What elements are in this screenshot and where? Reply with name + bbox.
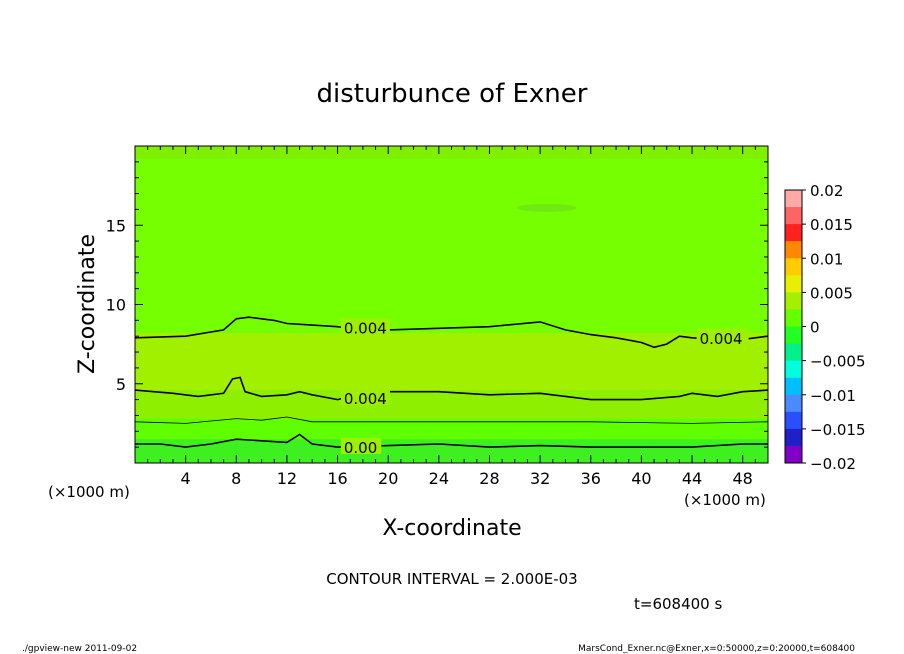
contour-label-bg	[340, 389, 390, 406]
y-axis-label: Z-coordinate	[75, 234, 100, 374]
colorbar-label: 0.02	[810, 182, 843, 200]
contour-line	[134, 416, 769, 424]
x-unit-right: (×1000 m)	[684, 491, 766, 509]
contour-label: 0.004	[344, 319, 387, 337]
contour-label-bg	[696, 328, 749, 345]
x-tick-label: 16	[327, 469, 347, 488]
colorbar-label: −0.015	[810, 421, 866, 439]
colorbar-swatch	[785, 377, 802, 396]
colorbar-swatch	[785, 258, 802, 276]
colorbar-swatch	[785, 275, 802, 293]
colorbar-swatch	[785, 360, 802, 379]
x-tick-label: 40	[631, 469, 651, 488]
field-band	[135, 439, 768, 463]
chart-title: disturbunce of Exner	[317, 79, 588, 109]
colorbar-swatch	[785, 224, 802, 242]
colorbar-label: −0.01	[810, 387, 856, 405]
contour-label: 0.004	[700, 330, 743, 348]
colorbar-swatch	[785, 428, 802, 447]
colorbar-swatch	[785, 411, 802, 430]
colorbar-label: 0.015	[810, 216, 853, 234]
colorbar-swatch	[785, 190, 802, 208]
y-tick-label: 10	[106, 296, 126, 315]
colorbar-swatch	[785, 207, 802, 225]
x-tick-label: 12	[277, 469, 297, 488]
x-tick-label: 24	[429, 469, 449, 488]
colorbar-swatch	[785, 445, 802, 464]
contour-label: 0.00	[344, 439, 377, 457]
colorbar-label: −0.02	[810, 455, 856, 473]
x-tick-label: 20	[378, 469, 398, 488]
contour-line	[134, 316, 769, 349]
colorbar-label: 0	[810, 319, 820, 337]
x-axis-label: X-coordinate	[382, 516, 521, 541]
colorbar-swatch	[785, 343, 802, 362]
contour-label: 0.004	[344, 390, 387, 408]
colorbar-label: 0.01	[810, 250, 843, 268]
x-tick-label: 8	[231, 469, 241, 488]
x-tick-label: 4	[181, 469, 191, 488]
contour-label-bg	[340, 437, 382, 454]
x-tick-label: 48	[733, 469, 753, 488]
field-patch	[516, 203, 577, 212]
colorbar-swatch	[785, 326, 802, 345]
y-tick-label: 15	[106, 216, 126, 235]
colorbar-swatch	[785, 394, 802, 413]
colorbar-swatch	[785, 241, 802, 259]
colorbar: 0.02 0.015 0.01 0.005 0 −0.005 −0.01 −0.015 −0.0…	[784, 182, 866, 473]
contour-line	[135, 433, 768, 448]
colorbar-label: 0.005	[810, 284, 853, 302]
x-tick-label: 28	[479, 469, 499, 488]
x-axis-ticks: 4 8 12 16 20 24 28 32 36 40 44 48	[134, 146, 769, 488]
contour-label-bg	[340, 318, 390, 335]
x-tick-label: 44	[682, 469, 702, 488]
colorbar-label: −0.005	[810, 353, 866, 371]
x-tick-label: 32	[530, 469, 550, 488]
y-tick-label: 5	[116, 375, 126, 394]
footer-right: MarsCond_Exner.nc@Exner,x=0:50000,z=0:20…	[578, 644, 855, 654]
contour-interval-text: CONTOUR INTERVAL = 2.000E-03	[326, 570, 577, 588]
colorbar-swatch	[785, 309, 802, 327]
time-text: t=608400 s	[634, 595, 722, 613]
footer-left: ./gpview-new 2011-09-02	[22, 644, 137, 654]
colorbar-swatch	[785, 292, 802, 310]
y-axis-ticks: 5 10 15	[106, 145, 768, 464]
plot-area: 0.004 0.004 0.00 0.004	[134, 146, 769, 463]
x-tick-label: 36	[581, 469, 601, 488]
x-unit-left: (×1000 m)	[48, 483, 130, 501]
